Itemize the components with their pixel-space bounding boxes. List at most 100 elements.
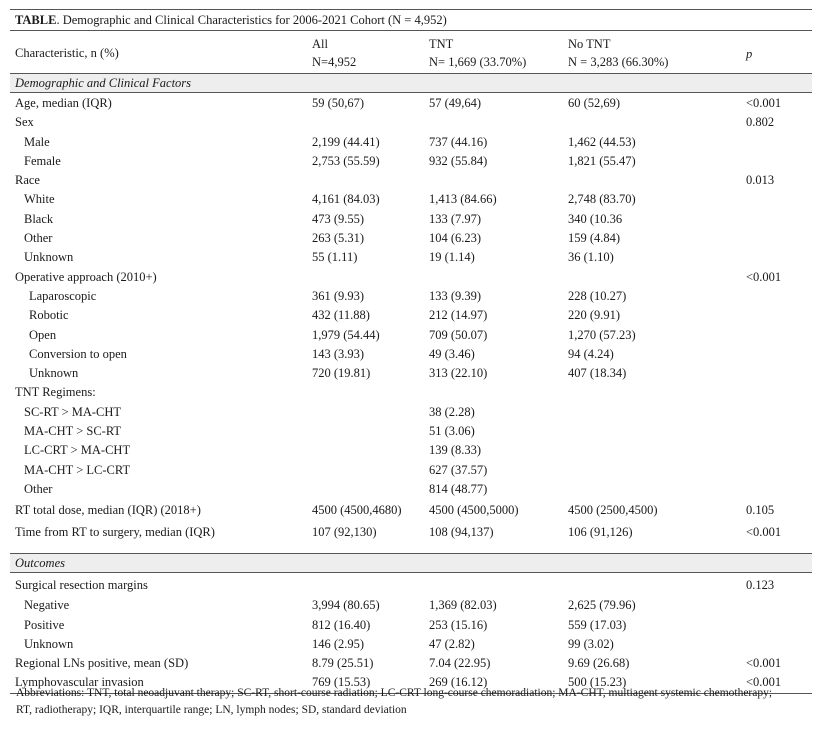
- cell-tnt: 7.04 (22.95): [429, 656, 491, 671]
- cell-tnt: 139 (8.33): [429, 443, 482, 458]
- table-header: Characteristic, n (%) All N=4,952 TNT N=…: [10, 31, 812, 74]
- table-row: RT total dose, median (IQR) (2018+) 4500 …: [10, 499, 812, 521]
- row-label: Black: [24, 211, 54, 226]
- characteristics-table: TABLE. Demographic and Clinical Characte…: [10, 9, 812, 694]
- cell-tnt: 38 (2.28): [429, 404, 475, 419]
- table-row: Race 0.013: [10, 171, 812, 190]
- row-label: Laparoscopic: [29, 288, 97, 303]
- cell-all: 146 (2.95): [312, 636, 365, 651]
- cell-tnt: 57 (49,64): [429, 96, 482, 110]
- cell-all: 1,979 (54.44): [312, 327, 380, 342]
- row-label: Operative approach (2010+): [15, 269, 157, 284]
- cell-no-tnt: 99 (3.02): [568, 636, 614, 651]
- cell-no-tnt: 2,625 (79.96): [568, 598, 636, 613]
- table-row: SC-RT > MA-CHT 38 (2.28): [10, 403, 812, 422]
- table-title: TABLE. Demographic and Clinical Characte…: [10, 10, 812, 31]
- row-label: Lymphovascular invasion: [15, 675, 144, 690]
- cell-tnt: 627 (37.57): [429, 462, 488, 477]
- row-label: MA-CHT > SC-RT: [24, 424, 122, 439]
- header-no-tnt-n: N = 3,283 (66.30%): [568, 55, 669, 69]
- cell-all: 2,753 (55.59): [312, 153, 380, 168]
- cell-no-tnt: 60 (52,69): [568, 96, 621, 110]
- row-label: Surgical resection margins: [15, 578, 148, 593]
- header-tnt-label: TNT: [429, 37, 454, 51]
- cell-all: 107 (92,130): [312, 525, 377, 540]
- cell-tnt: 253 (15.16): [429, 617, 488, 632]
- header-characteristic: Characteristic, n (%): [15, 46, 119, 60]
- header-tnt-n: N= 1,669 (33.70%): [429, 55, 527, 69]
- row-label: Time from RT to surgery, median (IQR): [15, 525, 215, 540]
- cell-all: 3,994 (80.65): [312, 598, 380, 613]
- cell-tnt: 51 (3.06): [429, 424, 475, 439]
- cell-tnt: 269 (16.12): [429, 675, 488, 690]
- cell-no-tnt: 94 (4.24): [568, 346, 614, 361]
- cell-all: 812 (16.40): [312, 617, 371, 632]
- table-row: Lymphovascular invasion 769 (15.53) 269 (1…: [10, 673, 812, 692]
- cell-tnt: 133 (9.39): [429, 288, 482, 303]
- cell-all: 8.79 (25.51): [312, 656, 374, 671]
- table-row: TNT Regimens:: [10, 383, 812, 402]
- header-no-tnt: No TNT N = 3,283 (66.30%): [568, 35, 668, 71]
- row-label: SC-RT > MA-CHT: [24, 404, 122, 419]
- cell-tnt: 19 (1.14): [429, 250, 475, 265]
- header-all-label: All: [312, 37, 328, 51]
- cell-no-tnt: 228 (10.27): [568, 288, 627, 303]
- footnote-line-2: RT, radiotherapy; IQR, interquartile ran…: [16, 703, 407, 716]
- row-label: Open: [29, 327, 57, 342]
- cell-all: 263 (5.31): [312, 231, 365, 246]
- row-label: Negative: [24, 598, 70, 613]
- cell-all: 55 (1.11): [312, 250, 358, 265]
- table-row: Positive 812 (16.40) 253 (15.16) 559 (17.03…: [10, 616, 812, 635]
- table-row: Black 473 (9.55) 133 (7.97) 340 (10.36: [10, 210, 812, 229]
- cell-p-value: <0.001: [746, 675, 782, 690]
- row-label: Regional LNs positive, mean (SD): [15, 656, 189, 671]
- cell-all: 4,161 (84.03): [312, 192, 380, 207]
- cell-tnt: 709 (50.07): [429, 327, 488, 342]
- cell-tnt: 4500 (4500,5000): [429, 503, 519, 518]
- row-label: MA-CHT > LC-CRT: [24, 462, 131, 477]
- table-row: MA-CHT > SC-RT 51 (3.06): [10, 422, 812, 441]
- cell-all: 473 (9.55): [312, 211, 365, 226]
- table-footnote: Abbreviations: TNT, total neoadjuvant th…: [10, 685, 806, 718]
- table-row: Laparoscopic 361 (9.93) 133 (9.39) 228 (10.…: [10, 287, 812, 306]
- row-label: Unknown: [29, 366, 79, 381]
- cell-p-value: <0.001: [746, 525, 782, 540]
- row-label: Race: [15, 173, 40, 188]
- table-row: Unknown 146 (2.95) 47 (2.82) 99 (3.02): [10, 635, 812, 654]
- cell-tnt: 737 (44.16): [429, 134, 488, 149]
- row-label: Unknown: [24, 250, 74, 265]
- cell-p-value: 0.105: [746, 503, 775, 518]
- cell-tnt: 104 (6.23): [429, 231, 482, 246]
- cell-no-tnt: 159 (4.84): [568, 231, 621, 246]
- cell-no-tnt: 559 (17.03): [568, 617, 627, 632]
- cell-all: 143 (3.93): [312, 346, 365, 361]
- row-label: TNT Regimens:: [15, 385, 96, 400]
- table-title-label: TABLE: [15, 13, 57, 27]
- cell-p-value: <0.001: [746, 269, 782, 284]
- table-row: MA-CHT > LC-CRT 627 (37.57): [10, 461, 812, 480]
- table-row: Regional LNs positive, mean (SD) 8.79 (25…: [10, 654, 812, 673]
- cell-no-tnt: 9.69 (26.68): [568, 656, 630, 671]
- cell-no-tnt: 1,462 (44.53): [568, 134, 636, 149]
- table-row: Unknown 55 (1.11) 19 (1.14) 36 (1.10): [10, 248, 812, 267]
- table-row: Male 2,199 (44.41) 737 (44.16) 1,462 (44.53…: [10, 133, 812, 152]
- cell-no-tnt: 1,821 (55.47): [568, 153, 636, 168]
- cell-no-tnt: 36 (1.10): [568, 250, 614, 265]
- cell-all: 4500 (4500,4680): [312, 503, 402, 518]
- table-row: Female 2,753 (55.59) 932 (55.84) 1,821 (55.…: [10, 152, 812, 171]
- cell-p-value: <0.001: [746, 96, 782, 110]
- table-row: Robotic 432 (11.88) 212 (14.97) 220 (9.91): [10, 306, 812, 325]
- row-label: LC-CRT > MA-CHT: [24, 443, 131, 458]
- cell-tnt: 932 (55.84): [429, 153, 488, 168]
- cell-tnt: 1,369 (82.03): [429, 598, 497, 613]
- cell-all: 2,199 (44.41): [312, 134, 380, 149]
- cell-tnt: 1,413 (84.66): [429, 192, 497, 207]
- row-label: White: [24, 192, 55, 207]
- header-all: All N=4,952: [312, 35, 356, 71]
- row-label: Conversion to open: [29, 346, 127, 361]
- row-label: Unknown: [24, 636, 74, 651]
- footnote-line-1: Abbreviations: TNT, total neoadjuvant th…: [16, 687, 773, 699]
- cell-p-value: 0.123: [746, 578, 775, 593]
- header-no-tnt-label: No TNT: [568, 37, 611, 51]
- table-row: Surgical resection margins 0.123: [10, 574, 812, 596]
